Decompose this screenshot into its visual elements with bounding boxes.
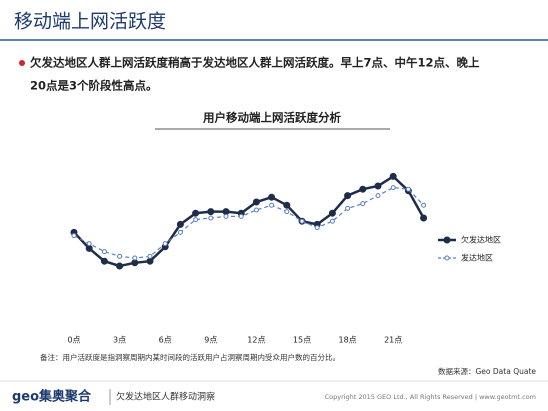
point bbox=[405, 186, 411, 192]
point bbox=[283, 201, 291, 209]
point bbox=[269, 202, 275, 208]
point bbox=[360, 201, 366, 207]
point bbox=[192, 209, 200, 217]
point bbox=[116, 262, 124, 270]
subject: 欠发达地区人群移动洞察 bbox=[116, 391, 215, 403]
point bbox=[253, 207, 259, 213]
point bbox=[268, 193, 276, 201]
x-tick-label: 18点 bbox=[339, 336, 357, 345]
x-tick-label: 15点 bbox=[293, 336, 311, 345]
series-line bbox=[73, 174, 425, 268]
copyright: Copyright 2015 GEO Ltd., All Rights Rese… bbox=[325, 393, 536, 401]
point bbox=[389, 172, 397, 180]
bullet-text: 欠发达地区人群上网活跃度稍高于发达地区人群上网活跃度。早上7点、中午12点、晚上 bbox=[30, 56, 480, 70]
slide-title: 移动端上网活跃度 bbox=[14, 11, 166, 33]
point bbox=[71, 233, 77, 239]
point bbox=[222, 208, 230, 216]
legend-label: 欠发达地区 bbox=[461, 235, 501, 245]
point bbox=[86, 241, 92, 247]
point bbox=[238, 213, 244, 219]
source: 数据来源：Geo Data Quate bbox=[438, 366, 536, 376]
point bbox=[223, 213, 229, 219]
point bbox=[375, 193, 381, 199]
note: 备注：用户活跃度是指洞察周期内某时间段的活跃用户占洞察周期内受众用户数的百分比。 bbox=[40, 352, 340, 362]
point bbox=[344, 192, 352, 200]
x-tick-label: 9点 bbox=[204, 336, 217, 345]
point bbox=[208, 215, 214, 221]
point bbox=[177, 229, 183, 235]
point bbox=[85, 244, 93, 252]
point bbox=[252, 198, 260, 206]
point bbox=[420, 214, 428, 222]
point bbox=[359, 185, 367, 193]
point bbox=[131, 259, 139, 267]
x-tick-label: 3点 bbox=[113, 336, 126, 345]
brand: geo集奥聚合 bbox=[12, 389, 92, 405]
x-tick-label: 12点 bbox=[247, 336, 265, 345]
series-line bbox=[73, 186, 425, 259]
point bbox=[374, 182, 382, 190]
point bbox=[299, 218, 305, 224]
point bbox=[345, 205, 351, 211]
x-tick-label: 0点 bbox=[67, 336, 80, 345]
point bbox=[101, 249, 107, 255]
x-tick-label: 6点 bbox=[159, 336, 172, 345]
point bbox=[328, 209, 336, 217]
x-tick-label: 21点 bbox=[384, 336, 402, 345]
point bbox=[207, 208, 215, 216]
point bbox=[117, 253, 123, 259]
point bbox=[329, 218, 335, 224]
point bbox=[314, 225, 320, 231]
point bbox=[147, 253, 153, 259]
point bbox=[100, 257, 108, 265]
bullet-text: 20点是3个阶段性高点。 bbox=[30, 79, 158, 93]
point bbox=[146, 257, 154, 265]
legend-marker bbox=[444, 255, 450, 261]
point bbox=[421, 202, 427, 208]
legend-label: 发达地区 bbox=[461, 253, 493, 263]
chart-title: 用户移动端上网活跃度分析 bbox=[202, 111, 341, 125]
point bbox=[162, 241, 168, 247]
point bbox=[284, 209, 290, 215]
point bbox=[390, 185, 396, 191]
legend-marker bbox=[443, 236, 451, 244]
bullet-dot bbox=[19, 60, 25, 66]
point bbox=[176, 220, 184, 228]
point bbox=[193, 217, 199, 223]
point bbox=[132, 255, 138, 261]
